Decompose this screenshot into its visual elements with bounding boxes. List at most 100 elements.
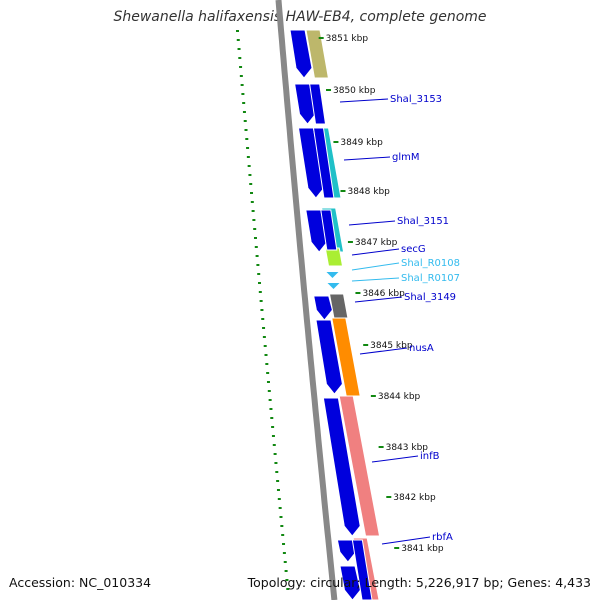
kbp-tick bbox=[370, 395, 376, 397]
skew-mark bbox=[261, 318, 265, 320]
accession-label: Accession: NC_010334 bbox=[9, 575, 152, 590]
skew-mark bbox=[269, 408, 273, 410]
cds-block bbox=[297, 127, 325, 199]
cog-segment bbox=[328, 293, 349, 319]
kbp-tick bbox=[318, 37, 324, 39]
skew-mark bbox=[236, 39, 240, 41]
gene-label[interactable]: secG bbox=[401, 244, 426, 255]
trna-arrow bbox=[326, 272, 339, 278]
skew-mark bbox=[246, 156, 250, 158]
skew-mark bbox=[270, 417, 274, 419]
gene-label[interactable]: nusA bbox=[409, 343, 434, 354]
skew-mark bbox=[240, 84, 244, 86]
kbp-tick bbox=[347, 241, 353, 243]
skew-mark bbox=[265, 363, 269, 365]
cds-block bbox=[351, 539, 373, 600]
gene-leader-line bbox=[371, 455, 419, 463]
gene-leader-line bbox=[351, 277, 400, 282]
gene-label[interactable]: Shal_3153 bbox=[390, 94, 442, 105]
skew-mark bbox=[242, 111, 246, 113]
kbp-label: 3851 kbp bbox=[326, 34, 369, 44]
cds-track bbox=[289, 29, 373, 600]
cds-block bbox=[309, 83, 327, 125]
cds-block bbox=[312, 127, 335, 199]
skew-mark bbox=[257, 273, 261, 275]
skew-mark bbox=[273, 453, 277, 455]
skew-mark bbox=[253, 228, 257, 230]
skew-mark bbox=[259, 300, 263, 302]
skew-mark bbox=[278, 507, 282, 509]
skew-mark bbox=[283, 561, 287, 563]
skew-mark bbox=[264, 354, 268, 356]
kbp-tick bbox=[326, 89, 332, 91]
genome-summary: Topology: circular; Length: 5,226,917 bp… bbox=[247, 575, 591, 590]
gene-label[interactable]: Shal_R0107 bbox=[401, 273, 460, 284]
skew-mark bbox=[274, 462, 278, 464]
skew-mark bbox=[275, 471, 279, 473]
cog-segment bbox=[324, 247, 344, 267]
skew-mark bbox=[253, 237, 257, 239]
gene-leader-line bbox=[348, 220, 396, 226]
skew-mark bbox=[252, 219, 256, 221]
skew-mark bbox=[262, 327, 266, 329]
skew-mark bbox=[247, 165, 251, 167]
gene-label[interactable]: infB bbox=[420, 451, 440, 462]
cds-block bbox=[339, 565, 362, 600]
skew-mark bbox=[286, 588, 290, 590]
kbp-label: 3849 kbp bbox=[340, 138, 383, 148]
gene-leader-line bbox=[381, 536, 431, 545]
gene-leader-line bbox=[354, 296, 403, 303]
skew-mark bbox=[277, 498, 281, 500]
skew-mark bbox=[255, 255, 259, 257]
cds-block bbox=[322, 397, 361, 537]
gene-leader-line bbox=[351, 262, 400, 271]
gene-label[interactable]: glmM bbox=[392, 152, 420, 163]
kbp-label: 3850 kbp bbox=[333, 86, 376, 96]
skew-mark bbox=[242, 102, 246, 104]
kbp-label: 3846 kbp bbox=[362, 289, 405, 299]
kbp-label: 3845 kbp bbox=[370, 341, 413, 351]
skew-mark bbox=[271, 435, 275, 437]
skew-mark bbox=[258, 291, 262, 293]
skew-mark bbox=[237, 48, 241, 50]
kbp-tick bbox=[378, 446, 384, 448]
skew-mark bbox=[262, 336, 266, 338]
skew-mark bbox=[251, 210, 255, 212]
kbp-ticks: 3851 kbp 3850 kbp 3849 kbp 3848 kbp 3847 kbp… bbox=[318, 34, 444, 554]
gene-leader-line bbox=[339, 98, 389, 103]
gene-label[interactable]: Shal_3151 bbox=[397, 216, 449, 227]
kbp-tick bbox=[333, 141, 339, 143]
skew-mark bbox=[245, 138, 249, 140]
kbp-tick bbox=[355, 292, 361, 294]
skew-mark bbox=[280, 525, 284, 527]
gene-leader-line bbox=[359, 347, 408, 355]
map-title: Shewanella halifaxensis HAW-EB4, complet… bbox=[113, 9, 487, 25]
skew-mark bbox=[236, 30, 239, 32]
kbp-tick bbox=[386, 496, 392, 498]
skew-mark bbox=[266, 381, 270, 383]
skew-mark bbox=[244, 129, 248, 131]
kbp-label: 3843 kbp bbox=[386, 443, 429, 453]
kbp-label: 3844 kbp bbox=[378, 392, 421, 402]
kbp-label: 3842 kbp bbox=[393, 493, 436, 503]
gc-skew-track bbox=[236, 30, 290, 590]
skew-mark bbox=[266, 372, 270, 374]
skew-mark bbox=[268, 399, 272, 401]
skew-mark bbox=[250, 201, 254, 203]
skew-mark bbox=[241, 93, 245, 95]
gene-label[interactable]: rbfA bbox=[432, 532, 453, 543]
gene-label[interactable]: Shal_3149 bbox=[404, 292, 456, 303]
skew-mark bbox=[282, 543, 286, 545]
cog-segment bbox=[305, 29, 330, 79]
skew-mark bbox=[271, 426, 275, 428]
skew-mark bbox=[267, 390, 271, 392]
cds-block bbox=[294, 83, 317, 125]
trna-arrow bbox=[327, 283, 340, 289]
gene-label[interactable]: Shal_R0108 bbox=[401, 258, 460, 269]
skew-mark bbox=[281, 534, 285, 536]
kbp-label: 3841 kbp bbox=[401, 544, 444, 554]
skew-mark bbox=[282, 552, 286, 554]
skew-mark bbox=[258, 282, 262, 284]
skew-mark bbox=[249, 183, 253, 185]
